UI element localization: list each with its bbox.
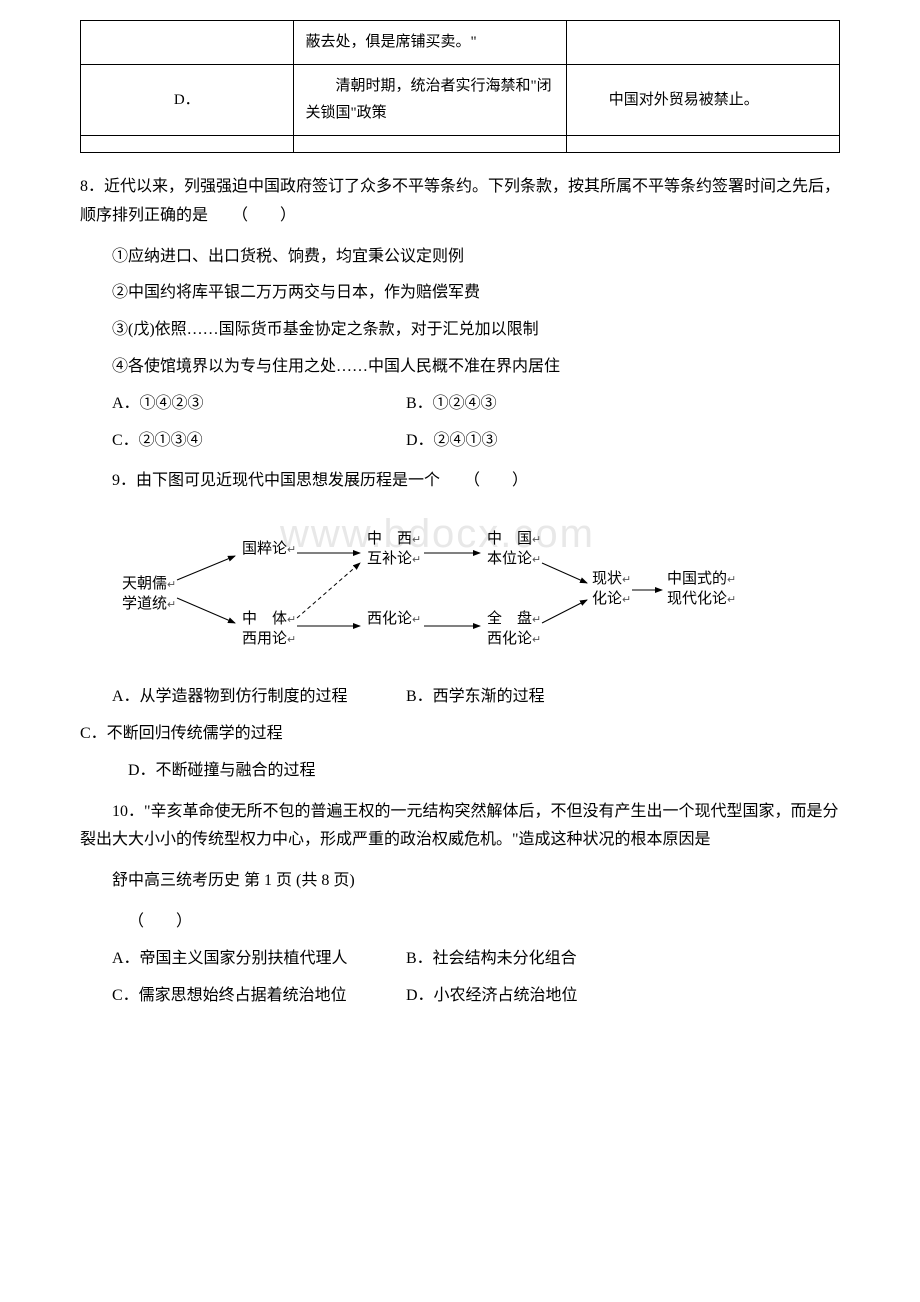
svg-text:↵: ↵ [532,614,541,626]
svg-text:西用论: 西用论 [242,630,287,647]
svg-text:本位论: 本位论 [487,550,532,567]
question-10-paren: （ ） [80,908,840,937]
option-c: C．不断回归传统儒学的过程 [80,720,840,749]
table-row [81,136,840,153]
svg-text:中 国: 中 国 [487,530,532,547]
svg-text:↵: ↵ [287,544,296,556]
question-8-item-2: ②中国约将库平银二万万两交与日本，作为赔偿军费 [80,279,840,308]
option-b: B．社会结构未分化组合 [406,945,577,974]
question-8-options-row-1: A．①④②③ B．①②④③ [80,390,840,419]
question-8-options-row-2: C．②①③④ D．②④①③ [80,427,840,456]
question-9-options-row-1: A．从学造器物到仿行制度的过程 B．西学东渐的过程 [80,683,840,712]
cell-label [81,21,294,65]
option-d: D．不断碰撞与融合的过程 [80,757,840,786]
cell-conclusion [566,136,839,153]
question-8-item-4: ④各使馆境界以为专与住用之处……中国人民概不准在界内居住 [80,353,840,382]
svg-text:现状: 现状 [592,570,622,587]
question-8-item-1: ①应纳进口、出口货税、饷费，均宜秉公议定则例 [80,243,840,272]
option-c: C．儒家思想始终占据着统治地位 [112,982,402,1011]
cell-content [293,136,566,153]
option-b: B．①②④③ [406,390,497,419]
svg-text:↵: ↵ [167,579,176,591]
question-10-stem: 10．"辛亥革命使无所不包的普遍王权的一元结构突然解体后，不但没有产生出一个现代… [80,798,840,856]
svg-text:化论: 化论 [592,590,622,607]
svg-text:↵: ↵ [532,634,541,646]
svg-text:↵: ↵ [727,574,736,586]
question-10-options-row-2: C．儒家思想始终占据着统治地位 D．小农经济占统治地位 [80,982,840,1011]
svg-text:↵: ↵ [532,534,541,546]
table-row: D． 清朝时期，统治者实行海禁和"闭关锁国"政策 中国对外贸易被禁止。 [81,65,840,136]
svg-text:↵: ↵ [412,534,421,546]
option-b: B．西学东渐的过程 [406,683,545,712]
option-d: D．②④①③ [406,427,498,456]
cell-conclusion [566,21,839,65]
cell-label: D． [81,65,294,136]
cell-label [81,136,294,153]
svg-text:学道统: 学道统 [122,595,167,612]
question-9-stem: 9．由下图可见近现代中国思想发展历程是一个 （ ） [80,467,840,496]
svg-text:↵: ↵ [727,594,736,606]
svg-text:国粹论: 国粹论 [242,540,287,557]
svg-text:互补论: 互补论 [367,550,412,567]
svg-text:↵: ↵ [412,554,421,566]
option-d: D．小农经济占统治地位 [406,982,578,1011]
cell-conclusion: 中国对外贸易被禁止。 [566,65,839,136]
svg-text:↵: ↵ [287,614,296,626]
svg-text:中 西: 中 西 [367,530,412,547]
svg-text:↵: ↵ [167,599,176,611]
cell-content: 清朝时期，统治者实行海禁和"闭关锁国"政策 [293,65,566,136]
flowchart-svg: 天朝儒↵学道统↵国粹论↵中 体↵西用论↵中 西↵互补论↵西化论↵中 国↵本位论↵… [112,508,772,663]
svg-text:全 盘: 全 盘 [487,609,532,627]
svg-text:现代化论: 现代化论 [667,590,727,607]
page-footer: 舒中高三统考历史 第 1 页 (共 8 页) [80,867,840,896]
data-table: 蔽去处，俱是席铺买卖。" D． 清朝时期，统治者实行海禁和"闭关锁国"政策 中国… [80,20,840,153]
svg-text:西化论: 西化论 [367,610,412,627]
svg-text:中 体: 中 体 [242,610,287,627]
question-8-stem: 8．近代以来，列强强迫中国政府签订了众多不平等条约。下列条款，按其所属不平等条约… [80,173,840,231]
question-8-item-3: ③(戊)依照……国际货币基金协定之条款，对于汇兑加以限制 [80,316,840,345]
svg-text:中国式的: 中国式的 [667,570,727,587]
svg-text:↵: ↵ [622,574,631,586]
svg-text:↵: ↵ [622,594,631,606]
svg-text:西化论: 西化论 [487,630,532,647]
option-a: A．从学造器物到仿行制度的过程 [112,683,402,712]
svg-text:↵: ↵ [287,634,296,646]
svg-text:↵: ↵ [532,554,541,566]
svg-text:↵: ↵ [412,614,421,626]
cell-content: 蔽去处，俱是席铺买卖。" [293,21,566,65]
option-a: A．帝国主义国家分别扶植代理人 [112,945,402,974]
question-10-options-row-1: A．帝国主义国家分别扶植代理人 B．社会结构未分化组合 [80,945,840,974]
option-c: C．②①③④ [112,427,402,456]
svg-text:天朝儒: 天朝儒 [122,575,167,592]
table-row: 蔽去处，俱是席铺买卖。" [81,21,840,65]
flowchart-diagram: 天朝儒↵学道统↵国粹论↵中 体↵西用论↵中 西↵互补论↵西化论↵中 国↵本位论↵… [112,508,840,663]
diagram-container: www.bdocx.com 天朝儒↵学道统↵国粹论↵中 体↵西用论↵中 西↵互补… [80,508,840,663]
option-a: A．①④②③ [112,390,402,419]
